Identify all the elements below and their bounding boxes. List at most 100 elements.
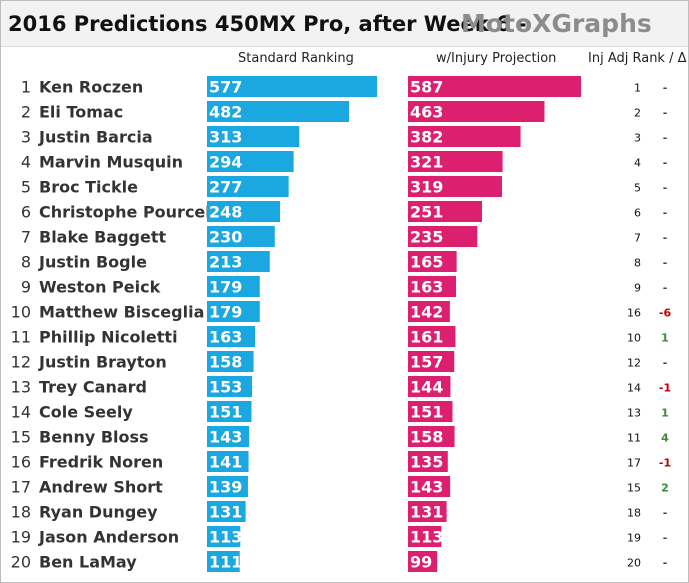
injury-value-label: 99 [410, 553, 432, 572]
rank-number: 10 [11, 303, 31, 322]
standard-value-label: 248 [209, 203, 242, 222]
injury-bar [408, 201, 482, 222]
standard-value-label: 179 [209, 303, 242, 322]
title-band: 2016 Predictions 450MX Pro, after Week 6… [1, 1, 688, 47]
injury-value-label: 142 [410, 303, 443, 322]
rider-name: Justin Bogle [38, 253, 147, 272]
injury-value-label: 319 [410, 178, 443, 197]
rider-name: Justin Barcia [38, 128, 153, 147]
injury-value-label: 113 [410, 528, 443, 547]
rank-delta: 4 [661, 432, 669, 445]
rank-delta: - [663, 82, 668, 95]
injury-bar [408, 451, 448, 472]
standard-value-label: 141 [209, 453, 242, 472]
rank-delta: - [663, 232, 668, 245]
injury-value-label: 151 [410, 403, 443, 422]
inj-adj-rank: 17 [627, 457, 641, 470]
rider-name: Benny Bloss [39, 428, 149, 447]
inj-adj-rank: 9 [634, 282, 641, 295]
inj-adj-rank: 18 [627, 507, 641, 520]
standard-value-label: 158 [209, 353, 242, 372]
injury-bar [408, 326, 456, 347]
injury-value-label: 251 [410, 203, 443, 222]
rider-name: Christophe Pourcel [39, 203, 211, 222]
standard-value-label: 131 [209, 503, 242, 522]
standard-bar [207, 551, 240, 572]
injury-bar [408, 426, 455, 447]
rank-number: 3 [21, 128, 31, 147]
inj-adj-rank: 12 [627, 357, 641, 370]
rank-delta: - [663, 532, 668, 545]
standard-value-label: 153 [209, 378, 242, 397]
rank-delta: - [663, 107, 668, 120]
rank-delta: - [663, 282, 668, 295]
injury-bar [408, 251, 457, 272]
inj-adj-rank: 4 [634, 157, 641, 170]
injury-bar [408, 301, 450, 322]
standard-value-label: 313 [209, 128, 242, 147]
inj-adj-rank-header: Inj Adj Rank / Δ [588, 51, 687, 66]
rank-number: 9 [21, 278, 31, 297]
injury-value-label: 161 [410, 328, 443, 347]
rank-number: 13 [11, 378, 31, 397]
standard-ranking-header: Standard Ranking [238, 51, 354, 66]
rank-number: 7 [21, 228, 31, 247]
injury-value-label: 235 [410, 228, 443, 247]
rank-number: 18 [11, 503, 31, 522]
rank-delta: -1 [659, 457, 671, 470]
rank-number: 15 [11, 428, 31, 447]
rider-name: Ryan Dungey [39, 503, 158, 522]
rider-name: Ken Roczen [39, 78, 143, 97]
injury-value-label: 321 [410, 153, 443, 172]
standard-bar [207, 276, 260, 297]
rank-delta: - [663, 132, 668, 145]
standard-value-label: 277 [209, 178, 242, 197]
rider-name: Jason Anderson [38, 528, 179, 547]
inj-adj-rank: 7 [634, 232, 641, 245]
rank-number: 12 [11, 353, 31, 372]
rank-delta: - [663, 157, 668, 170]
rank-number: 4 [21, 153, 31, 172]
rider-name: Marvin Musquin [39, 153, 183, 172]
rank-number: 17 [11, 478, 31, 497]
injury-bar [408, 526, 442, 547]
rider-name: Eli Tomac [39, 103, 123, 122]
rank-delta: 1 [661, 332, 669, 345]
standard-value-label: 482 [209, 103, 242, 122]
standard-bar [207, 376, 253, 397]
rank-number: 19 [11, 528, 31, 547]
standard-value-label: 151 [209, 403, 242, 422]
rank-number: 14 [11, 403, 31, 422]
inj-adj-rank: 15 [627, 482, 641, 495]
injury-value-label: 144 [410, 378, 443, 397]
standard-bar [207, 401, 252, 422]
injury-bar [408, 551, 438, 572]
inj-adj-rank: 6 [634, 207, 641, 220]
inj-adj-rank: 13 [627, 407, 641, 420]
chart-title: 2016 Predictions 450MX Pro, after Week 6… [8, 12, 527, 36]
inj-adj-rank: 1 [634, 82, 641, 95]
inj-adj-rank: 5 [634, 182, 641, 195]
injury-value-label: 158 [410, 428, 443, 447]
inj-adj-rank: 14 [627, 382, 641, 395]
brand-label: MotoXGraphs [461, 9, 652, 38]
rank-delta: - [663, 557, 668, 570]
standard-bar [207, 501, 246, 522]
rider-name: Trey Canard [39, 378, 147, 397]
inj-adj-rank: 8 [634, 257, 641, 270]
standard-value-label: 179 [209, 278, 242, 297]
rider-name: Justin Brayton [38, 353, 167, 372]
injury-bar [408, 126, 521, 147]
injury-bar [408, 101, 545, 122]
standard-value-label: 163 [209, 328, 242, 347]
rank-delta: - [663, 207, 668, 220]
inj-adj-rank: 19 [627, 532, 641, 545]
standard-value-label: 294 [209, 153, 242, 172]
rank-number: 6 [21, 203, 31, 222]
standard-bar [207, 351, 254, 372]
rank-delta: -1 [659, 382, 671, 395]
rider-name: Matthew Bisceglia [39, 303, 204, 322]
rank-delta: 1 [661, 407, 669, 420]
standard-bar [207, 126, 300, 147]
